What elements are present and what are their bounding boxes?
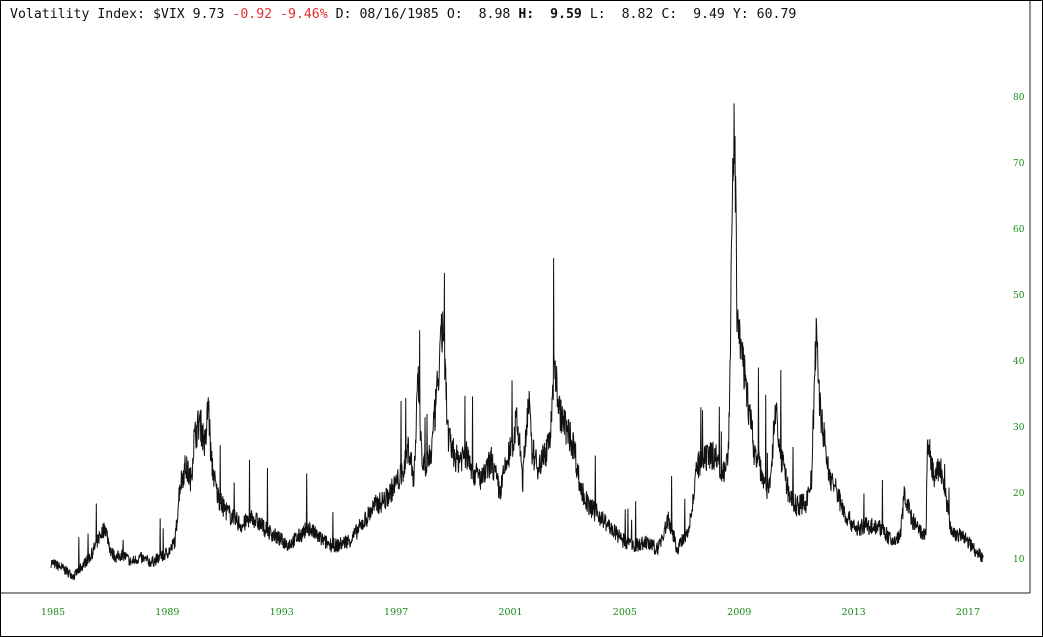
y-tick-label: 10 <box>1013 555 1025 565</box>
y-tick-label: 50 <box>1013 291 1025 301</box>
y-tick-label: 60 <box>1013 225 1025 235</box>
y-tick-label: 30 <box>1013 423 1025 433</box>
date-label: D: <box>335 7 352 22</box>
y-label: Y: <box>732 7 749 22</box>
close-label: C: <box>661 7 678 22</box>
high-label: H: <box>518 7 535 22</box>
low-label: L: <box>589 7 606 22</box>
x-tick-label: 1989 <box>155 607 179 618</box>
x-tick-label: 2009 <box>727 607 751 618</box>
y-tick-label: 20 <box>1013 489 1025 499</box>
close-value: 9.49 <box>693 7 725 22</box>
x-tick-label: 1985 <box>41 607 65 618</box>
y-axis-ticks: 10 20 30 40 50 60 70 80 <box>1013 93 1025 565</box>
vix-series-line <box>50 103 984 581</box>
index-name: Volatility Index: <box>10 7 145 22</box>
x-tick-label: 1993 <box>270 607 294 618</box>
open-value: 8.98 <box>478 7 511 22</box>
price-change-percent: -9.46% <box>280 7 328 22</box>
x-tick-label: 2001 <box>498 607 522 618</box>
symbol: $VIX <box>152 7 185 22</box>
date-value: 08/16/1985 <box>359 7 439 22</box>
high-value: 9.59 <box>550 7 582 22</box>
quote-header: Volatility Index: $VIX 9.73 -0.92 -9.46%… <box>10 7 796 22</box>
y-tick-label: 80 <box>1013 93 1025 103</box>
y-value: 60.79 <box>756 7 797 22</box>
last-price: 9.73 <box>192 7 225 22</box>
x-axis-ticks: 1985 1989 1993 1997 2001 2005 2009 2013 2017 <box>41 607 980 618</box>
low-value: 8.82 <box>621 7 654 22</box>
x-tick-label: 1997 <box>384 607 408 618</box>
x-tick-label: 2005 <box>613 607 637 618</box>
price-change: -0.92 <box>232 7 273 22</box>
x-tick-label: 2013 <box>842 607 866 618</box>
open-label: O: <box>446 7 463 22</box>
y-tick-label: 70 <box>1013 159 1025 169</box>
x-tick-label: 2017 <box>956 607 980 618</box>
y-tick-label: 40 <box>1013 357 1025 367</box>
